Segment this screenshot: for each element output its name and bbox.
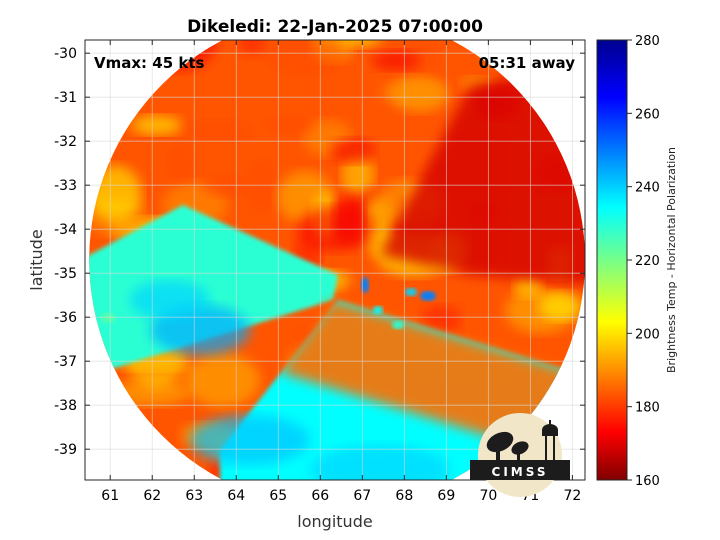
colorbar-tick-label: 220	[635, 254, 660, 269]
texture-blob	[131, 115, 183, 136]
logo-text: CIMSS	[492, 465, 549, 479]
texture-blob	[184, 352, 261, 408]
warm-patch	[190, 415, 310, 465]
colorbar: 160 180 200 220 240 260 280 Brightness Temp - …	[596, 34, 678, 489]
x-tick-label: 67	[353, 488, 371, 504]
colorbar-tick-label: 200	[635, 327, 660, 342]
y-tick-label: -32	[54, 134, 77, 150]
colorbar-tick-label: 280	[635, 34, 660, 49]
chart-title: Dikeledi: 22-Jan-2025 07:00:00	[187, 17, 483, 37]
warm-patch	[310, 445, 450, 480]
y-tick-label: -38	[54, 398, 77, 414]
colorbar-ticks: 160 180 200 220 240 260 280	[627, 34, 660, 489]
x-tick-label: 70	[479, 488, 497, 504]
storm-core-cell	[420, 291, 436, 301]
texture-blob	[380, 81, 446, 104]
y-axis-label: latitude	[27, 229, 46, 290]
y-tick-label: -33	[54, 178, 77, 194]
satellite-dish-icon	[486, 431, 529, 462]
x-tick-label: 64	[227, 488, 245, 504]
y-tick-label: -30	[54, 46, 77, 62]
x-tick-label: 61	[101, 488, 119, 504]
storm-core-cell	[101, 313, 115, 323]
y-tick-label: -31	[54, 90, 77, 106]
texture-blob	[168, 142, 195, 183]
vmax-annotation: Vmax: 45 kts	[94, 54, 204, 72]
x-axis-label: longitude	[297, 512, 372, 531]
storm-core-cell	[392, 321, 404, 329]
texture-blob	[247, 158, 277, 212]
texture-blob	[238, 40, 266, 56]
texture-blob	[371, 50, 420, 71]
texture-blob	[539, 291, 584, 322]
x-tick-label: 69	[437, 488, 455, 504]
y-tick-label: -34	[54, 222, 77, 238]
x-tick-label: 65	[269, 488, 287, 504]
y-tick-label: -36	[54, 310, 77, 326]
texture-blob	[264, 40, 347, 75]
storm-core-cell	[405, 288, 417, 296]
storm-core-cell	[361, 277, 369, 293]
cimss-logo: CIMSS	[470, 413, 570, 497]
colorbar-tick-label: 240	[635, 181, 660, 196]
warm-patch	[130, 280, 210, 320]
texture-blob	[264, 116, 313, 134]
x-tick-label: 68	[395, 488, 413, 504]
colorbar-label: Brightness Temp - Horizontal Polarizatio…	[665, 147, 678, 373]
x-tick-label: 62	[143, 488, 161, 504]
logo-base	[470, 460, 570, 480]
grid	[85, 40, 585, 480]
colorbar-gradient	[596, 39, 628, 481]
y-tick-label: -37	[54, 354, 77, 370]
region-cold-west	[89, 205, 338, 380]
x-axis-ticks: 61 62 63 64 65 66 67 68 69 70 71 72	[101, 40, 581, 504]
y-tick-label: -35	[54, 266, 77, 282]
y-axis-ticks: -30 -31 -32 -33 -34 -35 -36 -37 -38 -39	[54, 46, 585, 458]
water-tower-icon	[542, 420, 558, 461]
x-tick-label: 72	[563, 488, 581, 504]
colorbar-tick-label: 160	[635, 474, 660, 489]
texture-blob	[330, 138, 376, 164]
x-tick-label: 66	[311, 488, 329, 504]
texture-blob	[421, 305, 462, 336]
texture-blob	[297, 206, 375, 252]
y-tick-label: -39	[54, 442, 77, 458]
time-away-annotation: 05:31 away	[479, 54, 576, 72]
texture-blob	[203, 174, 247, 197]
colorbar-tick-label: 260	[635, 107, 660, 122]
texture-blob	[185, 120, 254, 142]
x-tick-label: 63	[185, 488, 203, 504]
colorbar-tick-label: 180	[635, 401, 660, 416]
plot-border	[84, 39, 586, 481]
storm-core-cell	[373, 306, 383, 314]
